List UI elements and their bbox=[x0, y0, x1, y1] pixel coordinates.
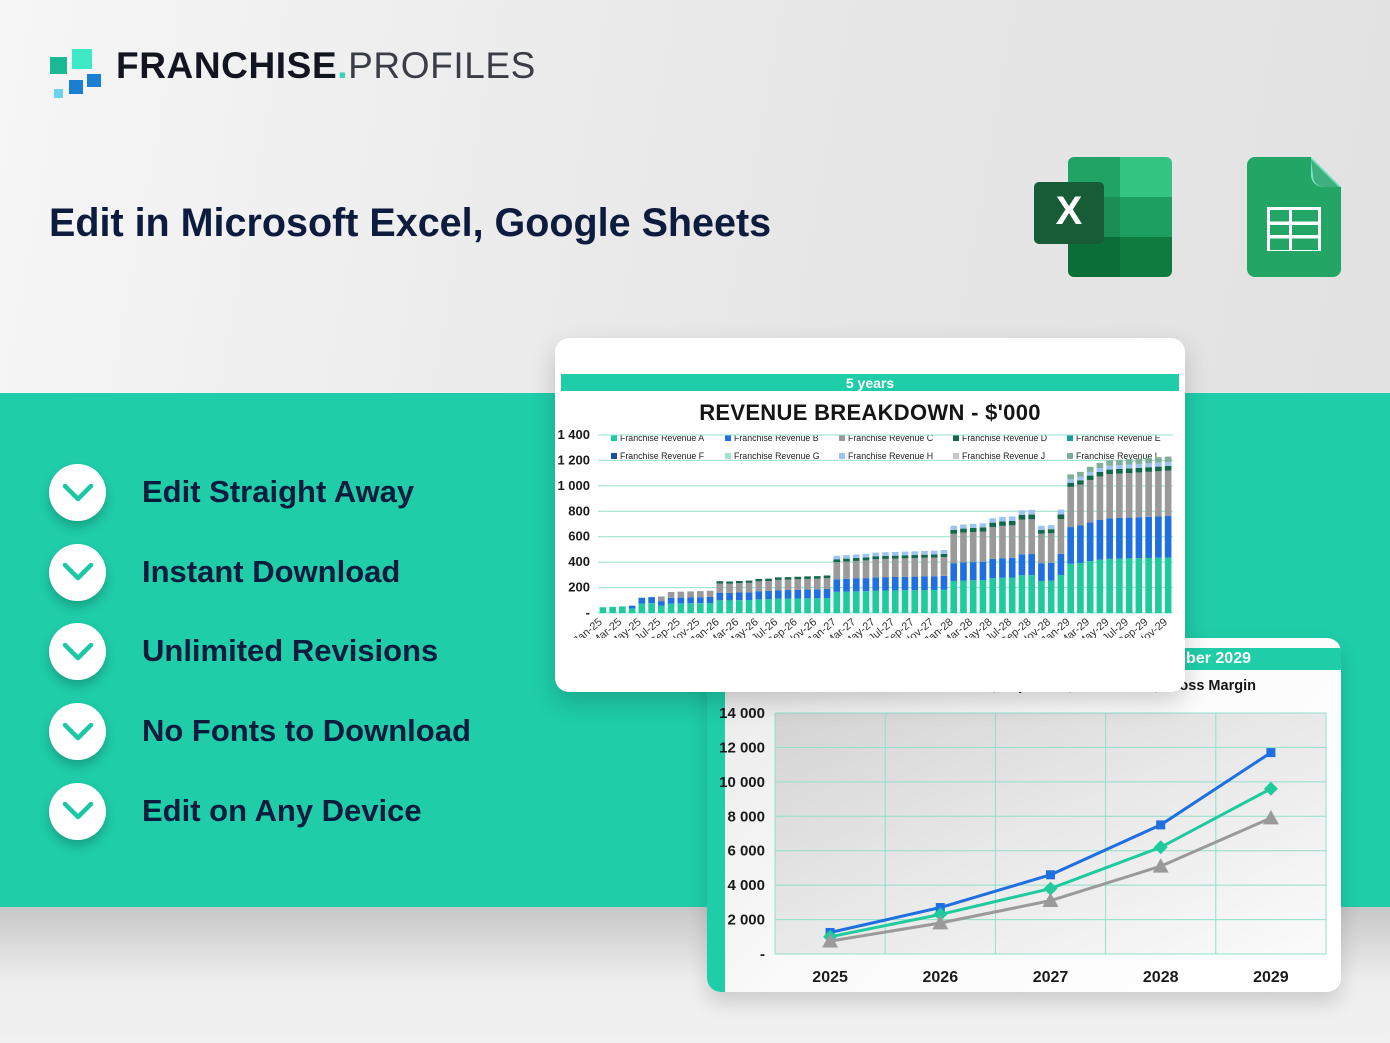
svg-text:2025: 2025 bbox=[812, 969, 848, 986]
svg-text:10 000: 10 000 bbox=[719, 774, 765, 791]
svg-text:-: - bbox=[586, 605, 590, 620]
svg-text:4 000: 4 000 bbox=[727, 877, 765, 894]
svg-text:6 000: 6 000 bbox=[727, 843, 765, 860]
svg-text:14 000: 14 000 bbox=[719, 705, 765, 722]
svg-text:600: 600 bbox=[568, 529, 590, 544]
svg-text:1 200: 1 200 bbox=[557, 452, 590, 467]
svg-text:X: X bbox=[1056, 189, 1083, 233]
svg-text:400: 400 bbox=[568, 554, 590, 569]
svg-text:-: - bbox=[760, 946, 765, 963]
svg-text:1 400: 1 400 bbox=[557, 427, 590, 442]
svg-text:2026: 2026 bbox=[923, 969, 959, 986]
svg-text:2029: 2029 bbox=[1253, 969, 1289, 986]
svg-text:200: 200 bbox=[568, 580, 590, 595]
svg-text:1 000: 1 000 bbox=[557, 478, 590, 493]
svg-text:800: 800 bbox=[568, 503, 590, 518]
svg-text:2027: 2027 bbox=[1033, 969, 1069, 986]
svg-text:12 000: 12 000 bbox=[719, 739, 765, 756]
svg-text:2 000: 2 000 bbox=[727, 912, 765, 929]
svg-text:2028: 2028 bbox=[1143, 969, 1179, 986]
svg-text:8 000: 8 000 bbox=[727, 808, 765, 825]
